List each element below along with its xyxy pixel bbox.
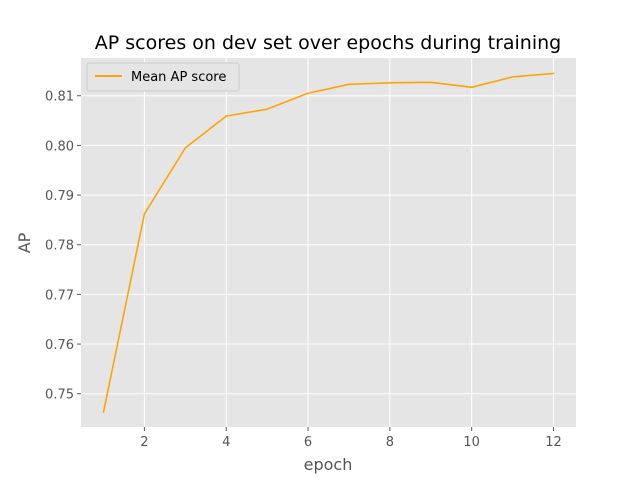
legend: Mean AP score xyxy=(86,62,240,92)
chart-title: AP scores on dev set over epochs during … xyxy=(95,32,561,54)
y-tick-label: 0.81 xyxy=(45,90,74,105)
y-axis-ticks: 0.75 0.76 0.77 0.78 0.79 0.80 0.81 xyxy=(45,90,81,403)
plot-area xyxy=(81,58,576,427)
x-tick-label: 2 xyxy=(140,435,148,450)
y-tick-label: 0.80 xyxy=(45,139,74,154)
y-tick-label: 0.77 xyxy=(45,288,74,303)
series-line-0 xyxy=(102,72,555,413)
series-layer xyxy=(102,72,555,413)
x-tick-label: 10 xyxy=(463,435,480,450)
grid-lines xyxy=(81,58,576,427)
y-tick-label: 0.78 xyxy=(45,239,74,254)
y-tick-label: 0.79 xyxy=(45,189,74,204)
x-tick-label: 6 xyxy=(304,435,312,450)
legend-box xyxy=(86,62,240,92)
y-tick-label: 0.75 xyxy=(45,388,74,403)
x-axis-label: epoch xyxy=(304,455,353,474)
x-tick-label: 4 xyxy=(222,435,230,450)
x-axis-ticks: 2 4 6 8 10 12 xyxy=(140,427,562,450)
x-tick-label: 12 xyxy=(545,435,562,450)
legend-label: Mean AP score xyxy=(131,70,226,85)
y-axis-label: AP xyxy=(15,232,34,253)
x-tick-label: 8 xyxy=(386,435,394,450)
y-tick-label: 0.76 xyxy=(45,338,74,353)
